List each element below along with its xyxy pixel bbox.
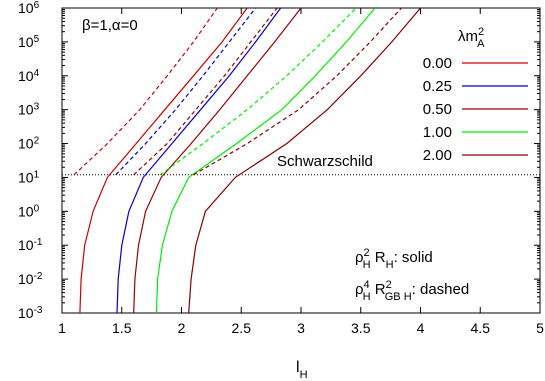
y-tick-base: 10 bbox=[18, 203, 34, 219]
y-tick-label: 104 bbox=[18, 67, 40, 84]
series-line-dashed-2.00 bbox=[193, 8, 402, 176]
y-tick-exponent: 4 bbox=[34, 67, 40, 78]
params-label: β=1,α=0 bbox=[82, 17, 138, 34]
x-tick-label: 4.5 bbox=[471, 320, 491, 336]
x-tick-label: 5 bbox=[536, 320, 544, 336]
y-tick-exponent: -1 bbox=[34, 237, 43, 248]
y-tick-base: 10 bbox=[18, 136, 34, 152]
y-tick-base: 10 bbox=[18, 68, 34, 84]
y-tick-label: 10-2 bbox=[18, 271, 43, 288]
series-line-solid-2.00 bbox=[188, 8, 421, 313]
legend-entry-label: 0.50 bbox=[423, 101, 452, 118]
legend-entry-label: 0.00 bbox=[423, 55, 452, 72]
series-line-solid-0.25 bbox=[116, 8, 282, 313]
y-tick-label: 103 bbox=[18, 101, 40, 118]
x-tick-label: 1.5 bbox=[112, 320, 132, 336]
x-axis-ticks: 1 1.5 2 2.5 3 3.5 4 4.5 5 bbox=[58, 8, 544, 336]
legend: λm2 A 0.00 0.25 0.50 1.00 2.00 bbox=[423, 26, 528, 164]
y-tick-exponent: 1 bbox=[34, 169, 40, 180]
series-line-solid-1.00 bbox=[155, 8, 376, 313]
series-line-dashed-0.25 bbox=[115, 8, 257, 176]
y-tick-exponent: 6 bbox=[34, 0, 40, 11]
y-tick-exponent: 2 bbox=[34, 135, 40, 146]
y-tick-label: 100 bbox=[18, 203, 40, 220]
series-line-dashed-0.00 bbox=[73, 8, 218, 176]
series-line-solid-0.50 bbox=[133, 8, 302, 313]
y-tick-base: 10 bbox=[18, 305, 34, 321]
y-tick-exponent: -2 bbox=[34, 271, 43, 282]
series-line-dashed-1.00 bbox=[159, 8, 357, 176]
y-tick-base: 10 bbox=[18, 34, 34, 50]
series-line-dashed-0.50 bbox=[133, 8, 278, 176]
y-tick-base: 10 bbox=[18, 237, 34, 253]
x-tick-label: 1 bbox=[58, 320, 66, 336]
x-tick-label: 3.5 bbox=[351, 320, 371, 336]
solid-style-note: ρ2 H RH: solid bbox=[355, 247, 433, 271]
series-line-solid-0.00 bbox=[79, 8, 248, 313]
y-tick-label: 102 bbox=[18, 135, 40, 152]
y-tick-label: 10-1 bbox=[18, 237, 43, 254]
y-tick-base: 10 bbox=[18, 102, 34, 118]
y-tick-label: 101 bbox=[18, 169, 40, 186]
y-tick-label: 10-3 bbox=[18, 305, 43, 322]
legend-entry-label: 2.00 bbox=[423, 147, 452, 164]
y-tick-exponent: 0 bbox=[34, 203, 40, 214]
x-axis-title: lH bbox=[296, 359, 308, 381]
y-tick-exponent: 3 bbox=[34, 101, 40, 112]
y-tick-label: 106 bbox=[18, 0, 40, 16]
style-notes: ρ2 H RH: solid ρ4 H R2 GB H: dashed bbox=[355, 247, 469, 303]
dashed-style-note: ρ4 H R2 GB H: dashed bbox=[355, 279, 469, 303]
y-tick-exponent: -3 bbox=[34, 305, 43, 316]
y-tick-base: 10 bbox=[18, 169, 34, 185]
y-tick-base: 10 bbox=[18, 271, 34, 287]
x-tick-label: 4 bbox=[417, 320, 425, 336]
y-tick-label: 105 bbox=[18, 33, 40, 50]
series-layer bbox=[73, 8, 421, 313]
reference-layer: Schwarzschild bbox=[62, 153, 540, 176]
x-tick-label: 2 bbox=[178, 320, 186, 336]
schwarzschild-label: Schwarzschild bbox=[277, 153, 373, 170]
legend-entry-label: 1.00 bbox=[423, 124, 452, 141]
legend-title: λm2 A bbox=[458, 26, 485, 50]
x-tick-label: 2.5 bbox=[232, 320, 252, 336]
legend-entry-label: 0.25 bbox=[423, 78, 452, 95]
y-tick-exponent: 5 bbox=[34, 33, 40, 44]
x-tick-label: 3 bbox=[297, 320, 305, 336]
y-tick-base: 10 bbox=[18, 0, 34, 16]
